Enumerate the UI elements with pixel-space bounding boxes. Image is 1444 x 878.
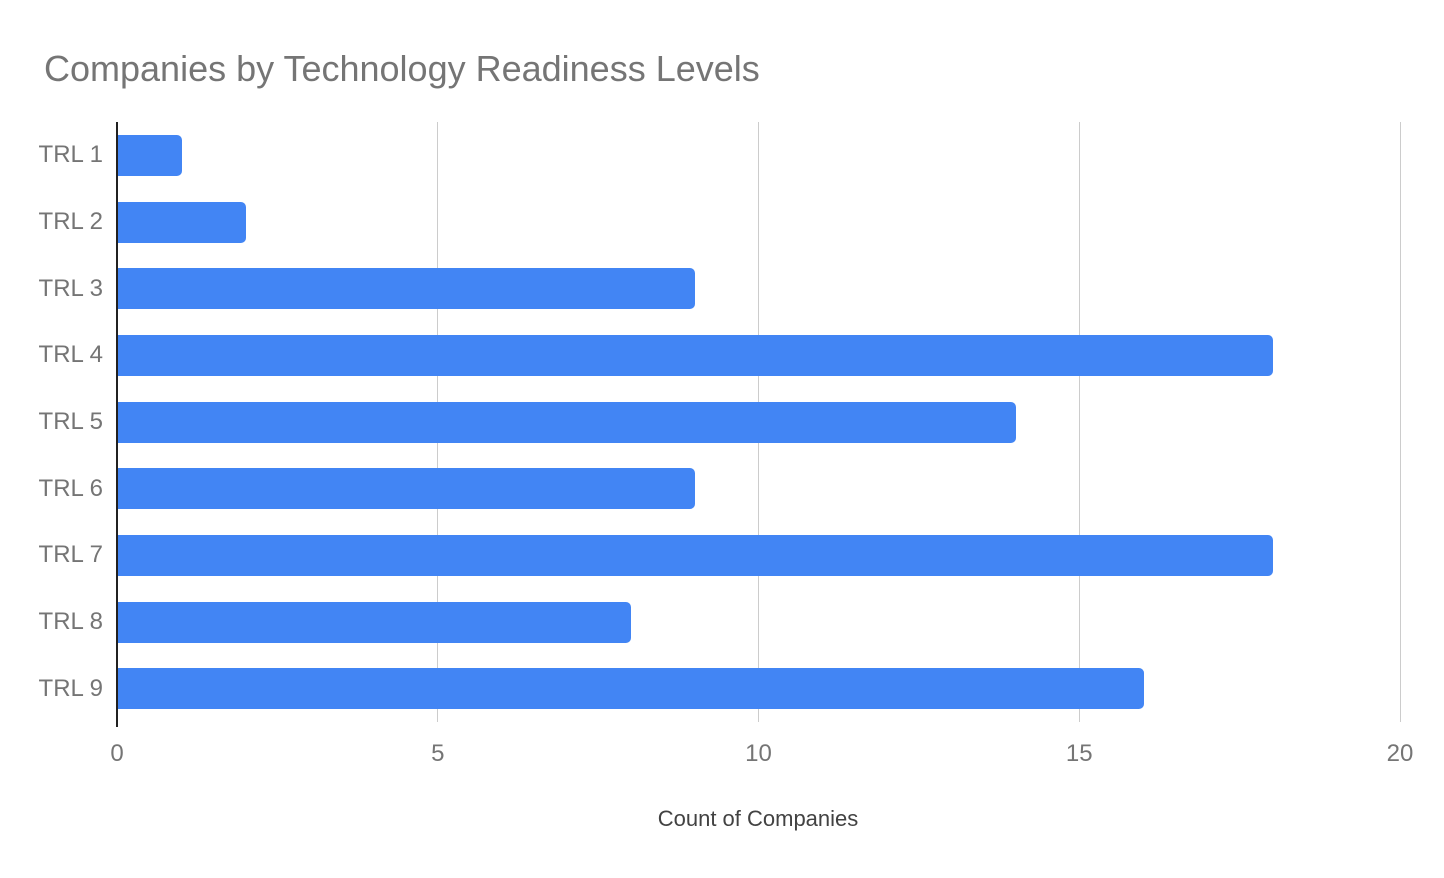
ytick-label-trl-3: TRL 3 [38, 274, 103, 302]
ytick-label-trl-9: TRL 9 [38, 674, 103, 702]
ytick-label-trl-7: TRL 7 [38, 541, 103, 569]
gridline-20 [1399, 122, 1401, 722]
bar-trl-4[interactable] [118, 334, 1273, 376]
ytick-label-trl-5: TRL 5 [38, 407, 103, 435]
bar-trl-2[interactable] [118, 201, 247, 243]
y-axis-line [116, 122, 118, 727]
ytick-label-trl-2: TRL 2 [38, 207, 103, 235]
bar-trl-6[interactable] [118, 468, 696, 510]
chart-title: Companies by Technology Readiness Levels [44, 48, 760, 89]
bar-trl-1[interactable] [118, 134, 183, 176]
bar-trl-9[interactable] [118, 668, 1145, 710]
xtick-label-0: 0 [110, 740, 124, 767]
ytick-label-trl-1: TRL 1 [38, 141, 103, 169]
ytick-label-trl-6: TRL 6 [38, 474, 103, 502]
gridline-15 [1078, 122, 1080, 722]
xtick-label-15: 15 [1065, 740, 1093, 767]
ytick-label-trl-8: TRL 8 [38, 607, 103, 635]
ytick-label-trl-4: TRL 4 [38, 341, 103, 369]
plot-area: 0 5 10 15 20 TRL 1 TRL 2 TRL 3 TRL 4 TRL 5 TRL 6 TR… [39, 122, 1413, 767]
bar-trl-7[interactable] [118, 534, 1273, 576]
bar-trl-3[interactable] [118, 268, 696, 310]
bar-trl-8[interactable] [118, 601, 632, 643]
xtick-label-10: 10 [745, 740, 772, 767]
bar-trl-5[interactable] [118, 401, 1017, 443]
x-axis-title: Count of Companies [657, 806, 859, 831]
xtick-label-20: 20 [1386, 740, 1414, 767]
xtick-label-5: 5 [431, 740, 445, 767]
